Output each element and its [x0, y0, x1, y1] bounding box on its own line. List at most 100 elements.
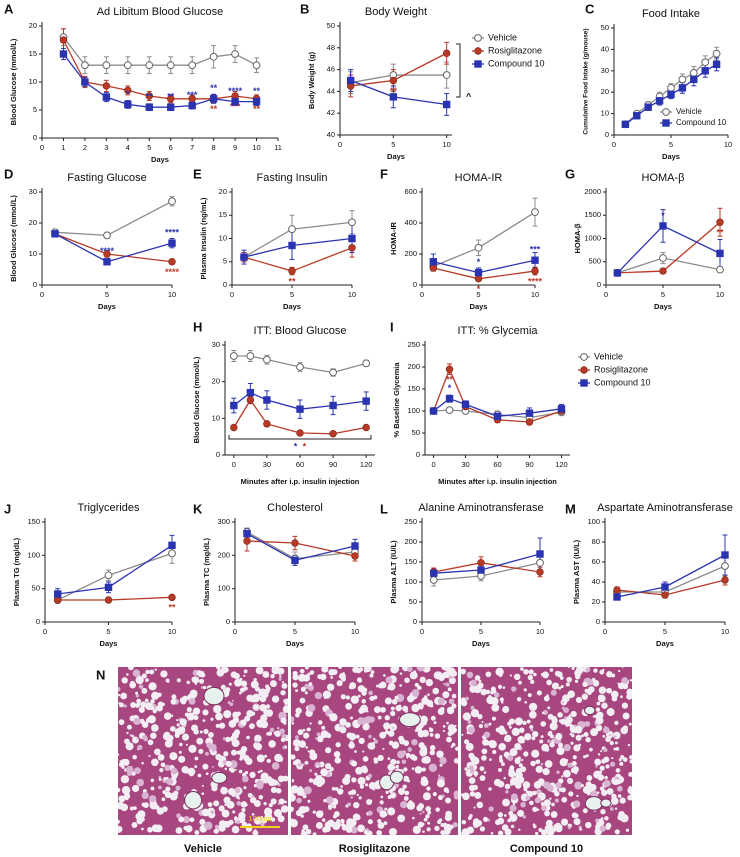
marker	[102, 82, 111, 90]
marker	[231, 97, 239, 106]
y-tick-label: 100	[404, 577, 417, 586]
vacuole	[369, 697, 372, 700]
vacuole	[276, 781, 279, 785]
vacuole	[467, 726, 475, 734]
vacuole	[333, 751, 341, 758]
marker	[536, 558, 544, 567]
vacuole	[383, 674, 386, 677]
vacuole	[234, 729, 241, 736]
vacuole	[433, 721, 437, 725]
vacuole	[474, 774, 477, 777]
vacuole	[618, 758, 622, 762]
vacuole	[135, 813, 143, 820]
vacuole	[186, 707, 192, 713]
vacuole	[348, 790, 353, 796]
x-tick-label: 10	[716, 290, 724, 299]
vacuole	[126, 731, 129, 735]
marker	[477, 566, 485, 574]
vacuole	[474, 791, 482, 799]
vacuole	[606, 787, 614, 795]
vacuole	[523, 668, 529, 675]
vacuole	[179, 742, 183, 747]
vacuole	[453, 758, 458, 764]
vacuole	[118, 719, 125, 726]
vacuole	[246, 709, 254, 718]
vacuole	[192, 707, 201, 715]
vacuole	[556, 770, 560, 775]
x-tick-label: 1	[61, 143, 65, 152]
vacuole	[316, 765, 319, 768]
marker	[474, 275, 483, 283]
vacuole	[555, 732, 563, 740]
vacuole	[513, 673, 521, 681]
vacuole	[118, 761, 124, 767]
vacuole	[533, 781, 542, 789]
vacuole	[601, 702, 608, 709]
vacuole	[603, 688, 607, 692]
vacuole	[590, 728, 599, 737]
vacuole	[263, 801, 267, 806]
marker	[168, 239, 176, 247]
vacuole	[614, 807, 618, 810]
marker	[346, 76, 355, 85]
marker	[716, 249, 724, 258]
vacuole	[118, 693, 121, 697]
vacuole	[608, 734, 611, 737]
vacuole	[428, 727, 434, 733]
series-line	[616, 554, 726, 598]
vacuole	[252, 795, 255, 798]
chart-title: HOMA-β	[642, 172, 685, 184]
vacuole	[429, 749, 436, 756]
x-axis-label: Minutes after i.p. insulin injection	[241, 477, 360, 486]
y-tick-label: 15	[219, 210, 227, 219]
vacuole	[176, 813, 181, 819]
vacuole	[541, 805, 547, 811]
vacuole	[426, 827, 431, 832]
x-tick-label: 0	[604, 290, 608, 299]
vacuole	[307, 750, 310, 753]
vacuole	[384, 715, 390, 721]
vacuole	[190, 769, 193, 772]
vacuole	[600, 750, 603, 753]
y-tick-label: 20	[592, 597, 600, 606]
marker	[661, 591, 669, 599]
vacuole	[224, 803, 227, 806]
vacuole	[528, 710, 537, 719]
marker	[662, 108, 670, 116]
vacuole	[265, 704, 271, 709]
vacuole	[435, 807, 440, 812]
vacuole	[522, 781, 531, 789]
x-tick-label: 10	[348, 290, 356, 299]
vacuole	[477, 714, 483, 720]
significance: **	[253, 86, 261, 96]
marker	[716, 218, 724, 226]
vessel	[584, 796, 603, 811]
vacuole	[461, 699, 468, 707]
vacuole	[191, 724, 199, 732]
vacuole	[527, 693, 532, 698]
vacuole	[314, 761, 321, 769]
vacuole	[231, 699, 234, 702]
vacuole	[411, 689, 420, 697]
x-tick-label: 2	[83, 143, 87, 152]
vacuole	[550, 689, 557, 696]
series-line	[57, 544, 173, 595]
vacuole	[149, 795, 157, 803]
vacuole	[609, 740, 614, 746]
y-tick-label: 5	[33, 105, 37, 114]
vacuole	[544, 760, 553, 768]
vacuole	[614, 735, 617, 738]
marker	[721, 551, 729, 559]
vacuole	[437, 774, 441, 777]
vacuole	[236, 711, 241, 716]
vacuole	[383, 725, 389, 731]
vacuole	[151, 824, 160, 833]
marker	[102, 93, 111, 101]
y-tick-label: 100	[217, 584, 230, 593]
vacuole	[180, 757, 186, 762]
vacuole	[493, 692, 500, 698]
histology-image	[118, 667, 288, 835]
x-tick-label: 4	[126, 143, 130, 152]
y-tick-label: 10	[219, 233, 227, 242]
x-axis-label: Days	[283, 302, 301, 311]
